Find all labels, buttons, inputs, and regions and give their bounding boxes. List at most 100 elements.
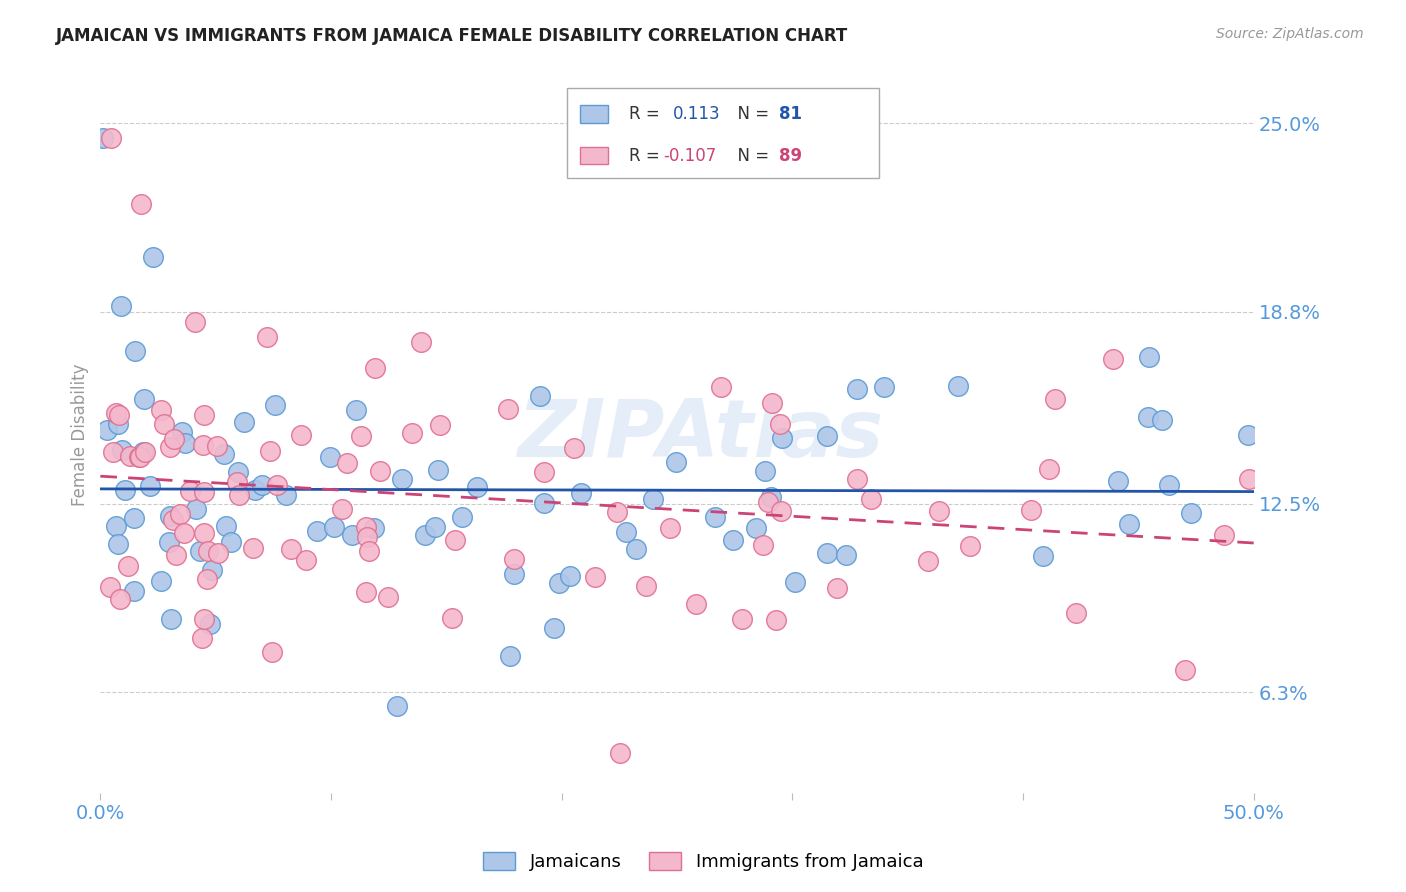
Point [761, 395, 783, 409]
Point [1032, 549, 1054, 563]
Point [170, 425, 193, 440]
Point [186, 502, 208, 516]
Point [110, 299, 132, 313]
Point [443, 533, 465, 548]
Point [846, 382, 869, 396]
Point [1237, 473, 1260, 487]
Text: 89: 89 [779, 147, 801, 165]
Point [564, 441, 586, 455]
Point [215, 519, 238, 533]
Point [98, 580, 121, 594]
Point [1236, 427, 1258, 442]
Point [264, 398, 287, 412]
Text: JAMAICAN VS IMMIGRANTS FROM JAMAICA FEMALE DISABILITY CORRELATION CHART: JAMAICAN VS IMMIGRANTS FROM JAMAICA FEMA… [56, 27, 848, 45]
Point [290, 428, 312, 442]
Point [1064, 606, 1087, 620]
Point [157, 534, 180, 549]
Point [330, 502, 353, 516]
Point [634, 579, 657, 593]
Point [193, 408, 215, 422]
Point [496, 402, 519, 417]
Point [150, 403, 173, 417]
Point [250, 478, 273, 492]
Text: N =: N = [727, 105, 773, 123]
Point [503, 566, 526, 581]
Point [205, 439, 228, 453]
Point [769, 504, 792, 518]
Point [195, 572, 218, 586]
Point [569, 486, 592, 500]
Point [364, 361, 387, 376]
Point [1180, 506, 1202, 520]
Point [207, 546, 229, 560]
Point [873, 380, 896, 394]
Point [173, 435, 195, 450]
Point [350, 428, 373, 442]
Point [124, 344, 146, 359]
Point [401, 425, 423, 440]
Y-axis label: Female Disability: Female Disability [72, 364, 89, 507]
Point [344, 403, 367, 417]
Point [543, 621, 565, 635]
Point [1108, 475, 1130, 489]
Point [1213, 528, 1236, 542]
Point [169, 508, 191, 522]
Point [159, 509, 181, 524]
Point [769, 417, 792, 431]
Point [363, 521, 385, 535]
Text: R =: R = [628, 147, 665, 165]
Point [188, 544, 211, 558]
Point [499, 648, 522, 663]
Point [201, 563, 224, 577]
Point [658, 521, 681, 535]
Point [1021, 503, 1043, 517]
Point [105, 519, 128, 533]
Point [256, 329, 278, 343]
Text: N =: N = [727, 147, 773, 165]
Point [356, 530, 378, 544]
Point [835, 548, 858, 562]
Point [193, 485, 215, 500]
Point [815, 546, 838, 560]
Point [128, 450, 150, 464]
Point [266, 478, 288, 492]
Point [917, 554, 939, 568]
Point [928, 504, 950, 518]
Point [859, 492, 882, 507]
Legend: Jamaicans, Immigrants from Jamaica: Jamaicans, Immigrants from Jamaica [475, 845, 931, 879]
Point [685, 597, 707, 611]
Point [274, 488, 297, 502]
Point [190, 632, 212, 646]
Point [1038, 461, 1060, 475]
Point [1152, 413, 1174, 427]
Point [825, 581, 848, 595]
Point [228, 487, 250, 501]
Point [710, 380, 733, 394]
Point [107, 537, 129, 551]
Point [815, 429, 838, 443]
Point [122, 511, 145, 525]
Point [128, 450, 150, 464]
Point [131, 445, 153, 459]
Point [423, 519, 446, 533]
Point [754, 463, 776, 477]
Point [242, 541, 264, 555]
Point [129, 197, 152, 211]
Point [429, 418, 451, 433]
Point [212, 447, 235, 461]
Text: ZIPAtlas: ZIPAtlas [517, 396, 883, 474]
Point [232, 415, 254, 429]
Point [219, 535, 242, 549]
Point [391, 472, 413, 486]
Point [427, 463, 450, 477]
Point [451, 509, 474, 524]
Point [197, 544, 219, 558]
Point [1102, 352, 1125, 367]
Point [179, 483, 201, 498]
Point [770, 431, 793, 445]
Point [665, 455, 688, 469]
Point [307, 524, 329, 538]
Point [765, 614, 787, 628]
Point [703, 510, 725, 524]
Point [614, 525, 637, 540]
